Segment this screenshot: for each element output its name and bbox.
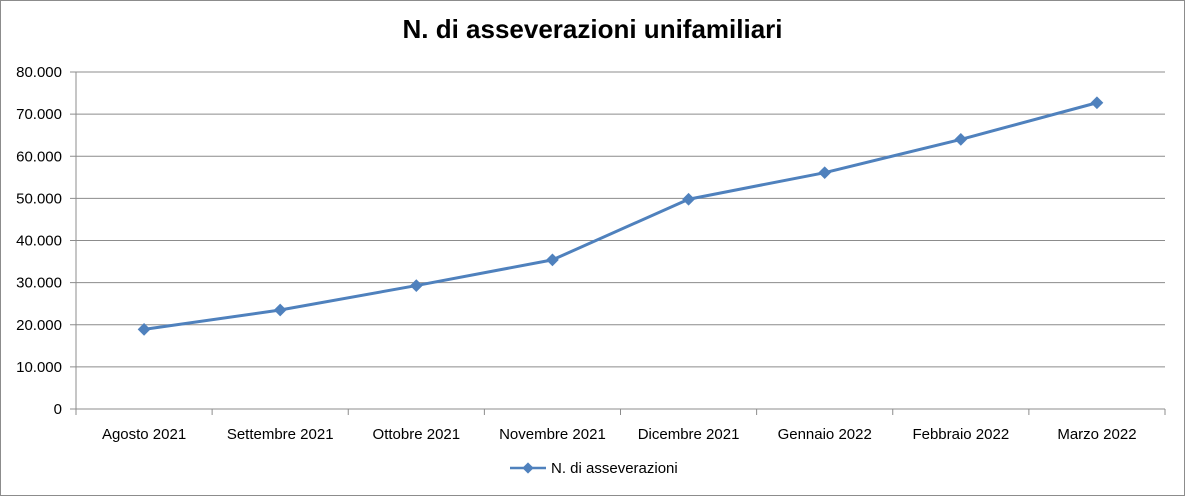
- x-axis: Agosto 2021 Settembre 2021 Ottobre 2021 Nov…: [75, 408, 1166, 443]
- y-tick-label: 50.000: [16, 190, 62, 207]
- chart-title: N. di asseverazioni unifamiliari: [402, 14, 783, 44]
- x-tick-label: Dicembre 2021: [638, 426, 740, 443]
- data-point: [1090, 96, 1104, 110]
- y-tick-label: 60.000: [16, 148, 62, 165]
- y-tick-label: 40.000: [16, 233, 62, 250]
- x-tick-label: Marzo 2022: [1057, 426, 1136, 443]
- y-tick-label: 10.000: [16, 359, 62, 376]
- gridlines: [76, 71, 1165, 368]
- data-point: [137, 323, 151, 336]
- x-tick-label: Novembre 2021: [499, 426, 606, 443]
- y-axis: 0 10.000 20.000 30.000 40.000 50.000 60.000 70.…: [16, 64, 77, 418]
- data-point: [954, 133, 968, 146]
- y-tick-label: 0: [54, 401, 62, 418]
- data-point: [546, 253, 559, 267]
- y-tick-label: 80.000: [16, 64, 62, 81]
- x-tick-label: Gennaio 2022: [778, 426, 872, 443]
- data-point: [273, 303, 287, 317]
- y-tick-label: 20.000: [16, 317, 62, 334]
- y-tick-label: 30.000: [16, 275, 62, 292]
- y-tick-label: 70.000: [16, 106, 62, 123]
- legend-marker: [510, 462, 546, 474]
- x-tick-label: Agosto 2021: [102, 426, 186, 443]
- legend-label: N. di asseverazioni: [551, 459, 678, 477]
- data-point: [818, 166, 832, 180]
- data-point: [409, 279, 423, 292]
- legend: N. di asseverazioni: [509, 458, 678, 478]
- x-tick-label: Febbraio 2022: [912, 426, 1009, 443]
- series-layer: [137, 96, 1104, 336]
- series-line: [143, 101, 1098, 331]
- data-point: [682, 192, 695, 206]
- x-tick-label: Ottobre 2021: [373, 426, 461, 443]
- x-tick-label: Settembre 2021: [227, 426, 334, 443]
